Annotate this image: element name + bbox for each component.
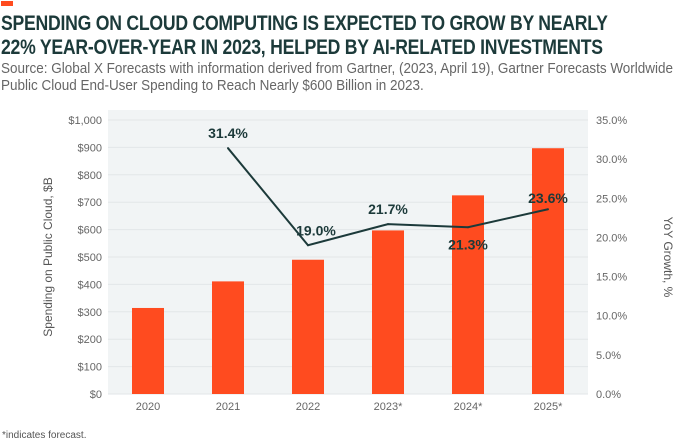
y-axis-label: Spending on Public Cloud, $B [41,177,55,336]
data-label: 21.7% [368,201,408,217]
title-line-2: 22% YEAR-OVER-YEAR IN 2023, HELPED BY AI… [1,36,603,59]
x-tick-label: 2024* [454,401,483,413]
y-tick-label: $600 [78,225,102,237]
chart-title: SPENDING ON CLOUD COMPUTING IS EXPECTED … [1,12,698,60]
y-tick-label: $800 [78,170,102,182]
y-tick-label: $500 [78,252,102,264]
bar-2023 [372,230,404,394]
y2-tick-label: 15.0% [596,272,627,284]
y-tick-label: $300 [78,307,102,319]
bar-2022 [292,259,324,394]
y2-tick-label: 5.0% [596,350,621,362]
bar-2020 [132,307,164,394]
line-point [467,226,469,229]
y-tick-label: $1,000 [68,115,102,127]
title-line-1: SPENDING ON CLOUD COMPUTING IS EXPECTED … [1,12,608,35]
plot-area [108,110,588,394]
y2-tick-label: 25.0% [596,193,627,205]
bar-2025 [532,148,564,394]
data-label: 21.3% [448,236,488,252]
y-tick-label: $100 [78,362,102,374]
y2-axis-label: YoY Growth, % [661,217,675,298]
x-tick-label: 2020 [136,401,160,413]
y-tick-label: $900 [78,142,102,154]
y2-tick-label: 20.0% [596,232,627,244]
data-label: 19.0% [296,222,336,238]
x-tick-label: 2025* [534,401,563,413]
line-point [387,223,389,226]
y2-tick-label: 0.0% [596,389,621,401]
y-tick-label: $0 [90,389,102,401]
source-note: Source: Global X Forecasts with informat… [1,61,674,94]
y-tick-label: $700 [78,197,102,209]
line-point [307,244,309,247]
y-tick-label: $200 [78,334,102,346]
brand-logo [1,1,13,6]
line-point [547,208,549,211]
x-tick-label: 2023* [374,401,403,413]
y-tick-label: $400 [78,279,102,291]
x-tick-label: 2021 [216,401,240,413]
y2-tick-label: 30.0% [596,154,627,166]
bar-2024 [452,195,484,394]
footnote: *indicates forecast. [2,430,87,441]
y2-tick-label: 35.0% [596,115,627,127]
line-point [227,147,229,150]
y2-tick-label: 10.0% [596,311,627,323]
data-label: 23.6% [528,190,568,206]
x-tick-label: 2022 [296,401,320,413]
bar-2021 [212,281,244,394]
data-label: 31.4% [208,125,248,141]
